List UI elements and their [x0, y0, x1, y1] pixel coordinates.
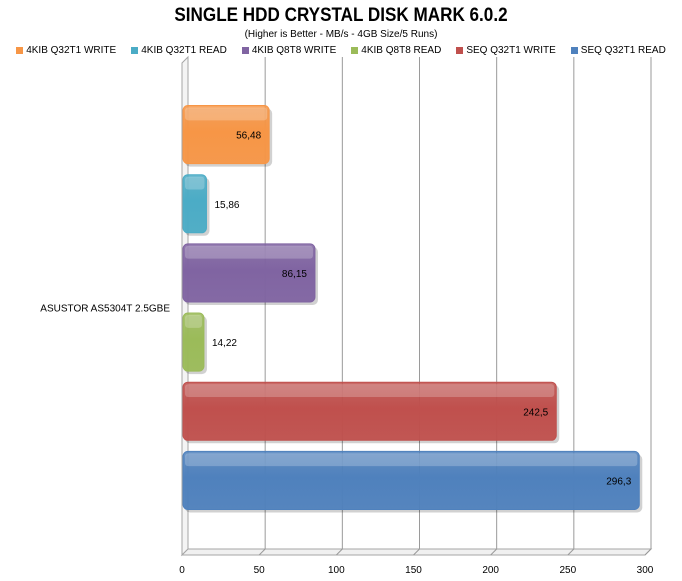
bar-highlight [185, 107, 268, 121]
bar-highlight [185, 453, 638, 467]
data-label: 242,5 [523, 407, 548, 418]
legend-item: 4KIB Q8T8 READ [351, 45, 441, 56]
legend-swatch [16, 47, 24, 54]
legend-item: SEQ Q32T1 WRITE [456, 45, 556, 56]
bar [182, 105, 270, 165]
data-label: 14,22 [212, 338, 237, 349]
legend-label: 4KIB Q32T1 WRITE [26, 45, 117, 56]
bar [182, 243, 316, 303]
legend-label: SEQ Q32T1 READ [580, 45, 666, 56]
legend-swatch [131, 47, 139, 54]
legend-item: 4KIB Q32T1 WRITE [16, 45, 116, 56]
legend: 4KIB Q32T1 WRITE 4KIB Q32T1 READ 4KIB Q8T8… [0, 45, 682, 56]
data-label: 15,86 [214, 200, 239, 211]
legend-item: 4KIB Q32T1 READ [131, 45, 227, 56]
x-tick-label: 150 [405, 565, 422, 576]
legend-label: 4KIB Q8T8 WRITE [251, 45, 337, 56]
bar [182, 450, 640, 510]
bar-highlight [185, 384, 555, 397]
bars: 56,48 15,86 86,15 14,22 242,5 296,3 [182, 105, 643, 513]
bar [182, 174, 207, 234]
bar-highlight [185, 245, 313, 259]
legend-swatch [351, 47, 359, 54]
x-tick-label: 100 [328, 565, 345, 576]
legend-swatch [570, 47, 578, 54]
legend-label: 4KIB Q32T1 READ [141, 45, 227, 56]
data-label: 86,15 [282, 269, 307, 280]
category-label: ASUSTOR AS5304T 2.5GBE [40, 304, 170, 315]
data-label: 56,48 [236, 131, 261, 142]
bar-highlight [185, 315, 202, 328]
bar [182, 381, 557, 441]
chart-subtitle: (Higher is Better - MB/s - 4GB Size/5 Ru… [244, 29, 438, 40]
gridline [413, 57, 420, 556]
category-labels: ASUSTOR AS5304T 2.5GBE [40, 304, 170, 315]
data-label: 296,3 [606, 476, 631, 487]
gridline [644, 57, 652, 556]
x-axis-ticks: 0 50 100 150 200 250 300 [179, 565, 654, 576]
legend-swatch [241, 47, 249, 54]
chart-title: SINGLE HDD CRYSTAL DISK MARK 6.0.2 [174, 5, 508, 26]
bar-highlight [185, 176, 205, 190]
x-tick-label: 50 [254, 565, 266, 576]
x-tick-label: 0 [179, 565, 185, 576]
gridline [567, 57, 575, 556]
legend-item: 4KIB Q8T8 WRITE [241, 45, 337, 56]
gridline [335, 57, 343, 556]
gridline [490, 57, 498, 556]
legend-label: SEQ Q32T1 WRITE [466, 45, 556, 56]
x-tick-label: 200 [482, 565, 499, 576]
legend-label: 4KIB Q8T8 READ [361, 45, 442, 56]
x-tick-label: 300 [637, 565, 654, 576]
gridline [258, 57, 266, 556]
bar [182, 312, 205, 372]
gridlines [258, 57, 652, 556]
legend-swatch [456, 47, 464, 54]
legend-item: SEQ Q32T1 READ [570, 45, 666, 56]
x-tick-label: 250 [559, 565, 576, 576]
